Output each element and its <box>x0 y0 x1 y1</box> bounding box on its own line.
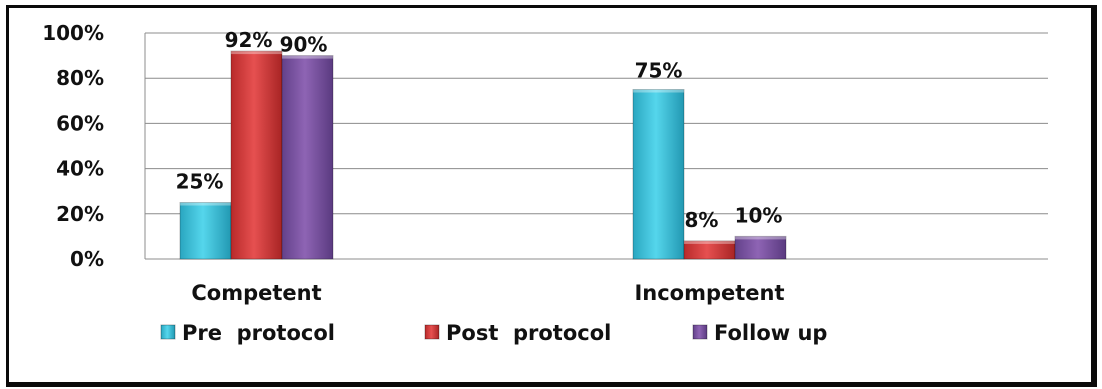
bar-competent-1 <box>230 50 283 260</box>
data-label: 90% <box>280 33 328 57</box>
y-tick-label: 0% <box>70 247 104 271</box>
category-label: Incompetent <box>634 281 784 305</box>
data-label: 8% <box>685 208 719 232</box>
x-axis: Competent Incompetent <box>191 281 784 305</box>
legend-label: Pre protocol <box>182 321 335 345</box>
data-label: 75% <box>635 59 683 83</box>
y-tick-label: 60% <box>56 111 104 135</box>
data-label: 25% <box>176 170 224 194</box>
bar-competent-2 <box>281 55 334 260</box>
bar-cap <box>633 89 684 93</box>
legend: Pre protocol Post protocol Follow up <box>160 321 827 345</box>
y-tick-label: 80% <box>56 66 104 90</box>
bar-cap <box>735 236 786 240</box>
bar-incompetent-2 <box>734 235 787 260</box>
bar-cap <box>180 202 231 206</box>
y-axis: 0% 20% 40% 60% 80% 100% <box>42 21 146 271</box>
chart-frame <box>6 5 1097 387</box>
legend-label: Post protocol <box>446 321 611 345</box>
bar-incompetent-0 <box>632 89 685 260</box>
bars <box>179 50 787 260</box>
data-label: 92% <box>225 28 273 52</box>
legend-label: Follow up <box>714 321 827 345</box>
category-label: Competent <box>191 281 321 305</box>
data-labels: 25% 92% 90% 75% 8% 10% <box>176 28 783 232</box>
y-tick-label: 20% <box>56 202 104 226</box>
y-tick-label: 100% <box>42 21 104 45</box>
legend-swatch <box>692 324 708 340</box>
legend-swatch <box>160 324 176 340</box>
bar-cap <box>282 55 333 59</box>
data-label: 10% <box>735 203 783 227</box>
y-tick-label: 40% <box>56 157 104 181</box>
legend-swatch <box>424 324 440 340</box>
bar-cap <box>231 51 282 55</box>
bar-competent-0 <box>179 202 232 260</box>
bar-cap <box>684 240 735 244</box>
